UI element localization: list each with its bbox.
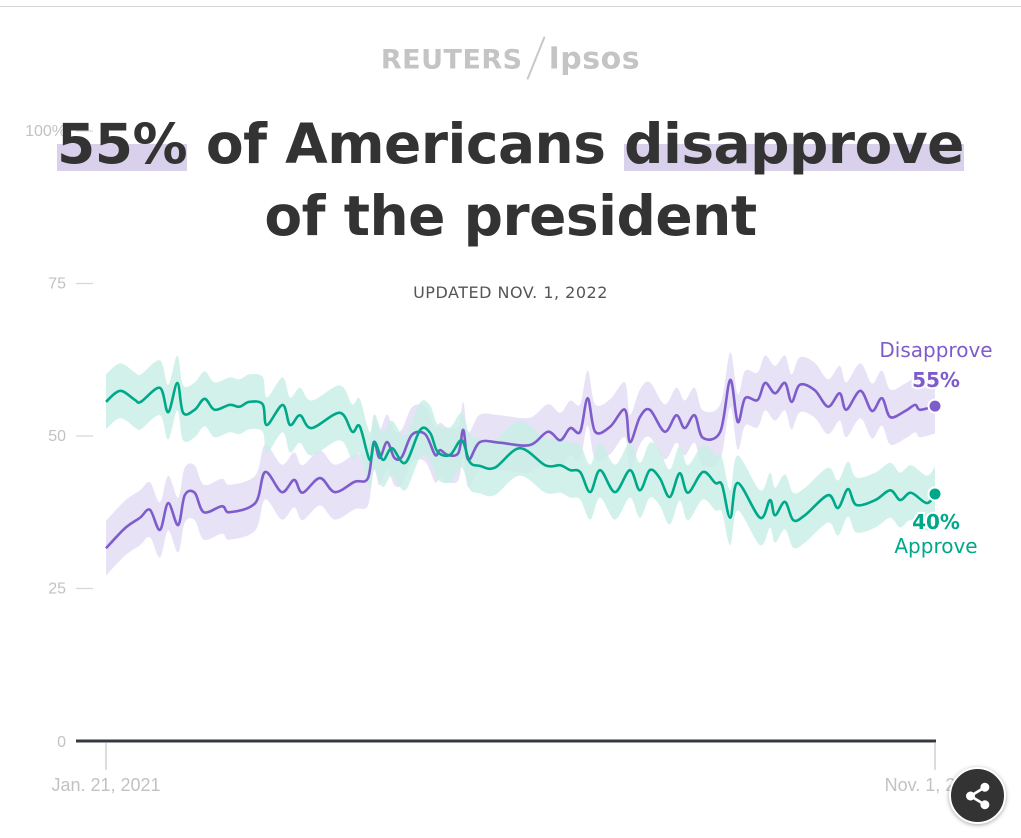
updated-date: UPDATED NOV. 1, 2022	[413, 283, 608, 302]
headline-text-end: of the president	[264, 184, 757, 248]
share-icon	[965, 782, 989, 809]
confidence-bands	[106, 352, 935, 576]
series-lines	[105, 378, 943, 550]
series-label-disapprove: Disapprove	[879, 338, 992, 362]
end-point-disapprove	[927, 398, 943, 414]
ipsos-logo: Ipsos	[548, 41, 641, 77]
y-tick-label: 25	[48, 581, 66, 598]
series-value-disapprove: 55%	[912, 368, 960, 392]
headline-text: of Americans	[187, 112, 625, 176]
reuters-logo: REUTERS	[380, 44, 523, 76]
headline-highlight-disapprove: disapprove	[624, 112, 964, 176]
y-tick-label: 0	[57, 734, 66, 751]
share-button[interactable]	[949, 767, 1006, 824]
series-line-approve	[105, 381, 937, 523]
confidence-band-approve	[106, 355, 935, 549]
y-axis: 25 50 75 100% 0	[25, 123, 93, 751]
series-label-approve: Approve	[894, 534, 977, 558]
y-tick-label: 75	[48, 276, 66, 293]
top-divider	[0, 6, 1021, 7]
headline: 55% of Americans disapprove of the presi…	[20, 108, 1001, 252]
x-tick-label: Jan. 21, 2021	[51, 775, 160, 795]
end-point-approve	[927, 486, 943, 502]
brand-logo: REUTERS Ipsos	[0, 36, 1021, 84]
series-line-disapprove	[105, 378, 936, 550]
y-tick-label: 100%	[25, 123, 66, 140]
x-axis: Jan. 21, 2021 Nov. 1, 2022	[51, 739, 985, 795]
y-tick-label: 50	[48, 428, 66, 445]
series-value-approve: 40%	[912, 510, 960, 534]
headline-highlight-percent: 55%	[57, 112, 188, 176]
series-labels: Disapprove 55% 40%Approve	[879, 338, 992, 558]
